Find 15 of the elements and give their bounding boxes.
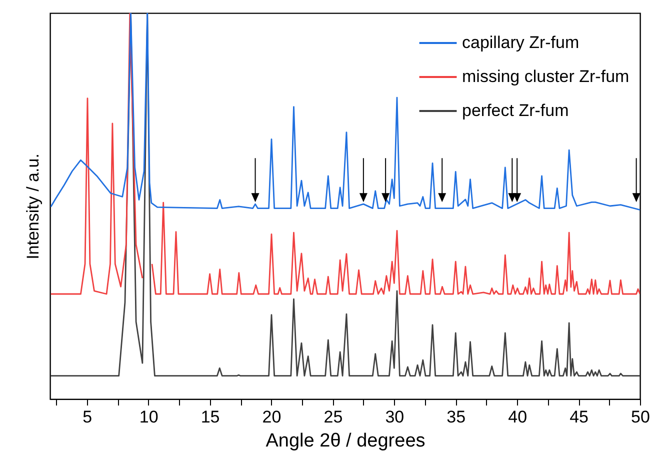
x-tick-label: 10 — [139, 408, 158, 426]
x-tick-label: 25 — [324, 408, 343, 426]
x-tick-label: 30 — [385, 408, 404, 426]
legend-label: missing cluster Zr-fum — [462, 67, 630, 86]
legend-label: capillary Zr-fum — [462, 33, 580, 52]
y-axis-title: Intensity / a.u. — [24, 154, 42, 260]
x-tick-label: 5 — [82, 408, 92, 426]
x-tick-label: 20 — [262, 408, 282, 426]
x-axis-title: Angle 2θ / degrees — [266, 430, 426, 452]
legend-label: perfect Zr-fum — [462, 101, 569, 120]
x-tick-label: 35 — [446, 408, 466, 426]
x-tick-label: 15 — [200, 408, 220, 426]
x-tick-label: 50 — [631, 408, 650, 426]
x-tick-label: 45 — [570, 408, 589, 426]
x-tick-label: 40 — [508, 408, 528, 426]
